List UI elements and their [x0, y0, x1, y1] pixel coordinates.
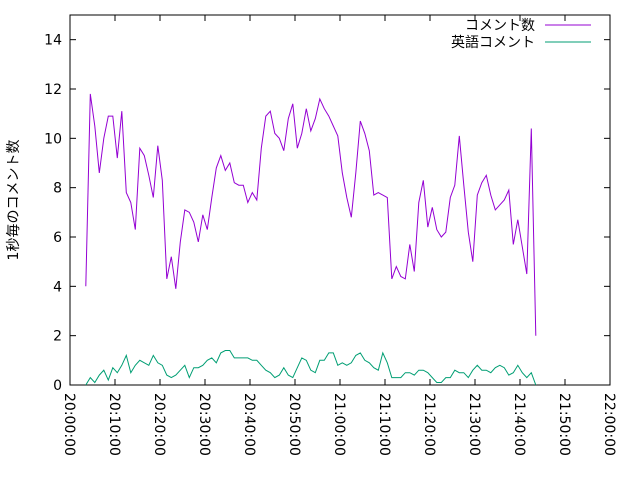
y-axis-title: 1秒毎のコメント数 [6, 140, 22, 261]
y-tick-label: 10 [44, 131, 62, 147]
series-layer [85, 93, 537, 386]
x-tick-label: 21:30:00 [466, 393, 482, 456]
x-tick-label: 20:50:00 [286, 393, 302, 456]
x-tick-label: 21:20:00 [421, 393, 437, 456]
x-tick-label: 20:00:00 [61, 393, 77, 456]
x-axis: 20:00:00 20:10:00 20:20:00 20:30:00 20:40:00… [61, 15, 617, 456]
x-tick-label: 21:10:00 [376, 393, 392, 456]
y-axis: 0 2 4 6 8 10 12 14 [44, 33, 610, 394]
y-tick-label: 12 [44, 82, 62, 98]
series-line-2 [85, 350, 537, 386]
x-tick-label: 22:00:00 [601, 393, 617, 456]
legend-label: コメント数 [465, 18, 535, 34]
y-tick-label: 6 [53, 230, 62, 246]
x-tick-label: 20:10:00 [106, 393, 122, 456]
x-tick-label: 21:00:00 [331, 393, 347, 456]
y-tick-label: 4 [53, 279, 62, 295]
x-tick-label: 20:30:00 [196, 393, 212, 456]
y-tick-label: 2 [53, 329, 62, 345]
x-tick-label: 21:40:00 [511, 393, 527, 456]
y-tick-label: 14 [44, 33, 62, 49]
legend-label: 英語コメント [451, 34, 535, 51]
x-tick-label: 20:40:00 [241, 393, 257, 456]
y-tick-label: 0 [53, 378, 62, 394]
x-tick-label: 21:50:00 [556, 393, 572, 456]
y-tick-label: 8 [53, 181, 62, 197]
x-tick-label: 20:20:00 [151, 393, 167, 456]
series-line-1 [85, 93, 537, 336]
